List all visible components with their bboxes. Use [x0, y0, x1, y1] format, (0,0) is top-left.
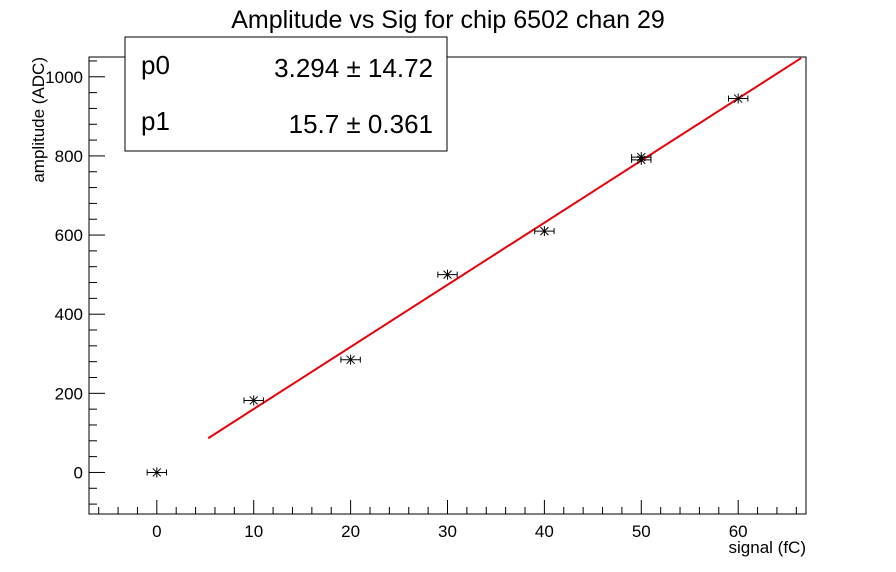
x-tick-label: 60 — [729, 522, 748, 541]
x-axis-tick-labels: 0 10 20 30 40 50 60 — [152, 522, 748, 541]
data-point — [146, 467, 168, 478]
data-points — [146, 93, 749, 478]
x-tick-label: 50 — [632, 522, 651, 541]
x-axis-label: signal (fC) — [729, 538, 806, 557]
stats-p0-name: p0 — [141, 50, 170, 80]
x-tick-label: 0 — [152, 522, 161, 541]
y-tick-label: 600 — [55, 226, 83, 245]
data-point — [631, 152, 652, 163]
chart-title: Amplitude vs Sig for chip 6502 chan 29 — [231, 6, 665, 34]
x-tick-label: 40 — [535, 522, 554, 541]
y-axis-tick-labels: 0 200 400 600 800 1000 — [45, 68, 83, 483]
data-point — [340, 354, 361, 365]
data-point — [437, 269, 458, 280]
y-tick-label: 800 — [55, 147, 83, 166]
y-axis-label: amplitude (ADC) — [29, 57, 48, 183]
stats-p1-name: p1 — [141, 106, 170, 136]
y-tick-label: 0 — [74, 463, 83, 482]
stats-box-frame — [124, 36, 448, 152]
stats-p1-value: 15.7 ± 0.361 — [289, 109, 433, 139]
y-tick-label: 1000 — [45, 68, 83, 87]
stats-box: p0 3.294 ± 14.72 p1 15.7 ± 0.361 — [124, 36, 448, 152]
stats-p0-value: 3.294 ± 14.72 — [274, 53, 433, 83]
fit-line — [207, 57, 802, 440]
x-tick-label: 30 — [438, 522, 457, 541]
data-point — [727, 93, 749, 104]
x-tick-label: 20 — [341, 522, 360, 541]
y-tick-label: 200 — [55, 384, 83, 403]
y-tick-label: 400 — [55, 305, 83, 324]
x-tick-label: 10 — [244, 522, 263, 541]
data-point — [534, 226, 555, 237]
x-axis-ticks — [98, 500, 797, 514]
data-point — [243, 395, 264, 406]
y-axis-ticks — [89, 60, 105, 505]
